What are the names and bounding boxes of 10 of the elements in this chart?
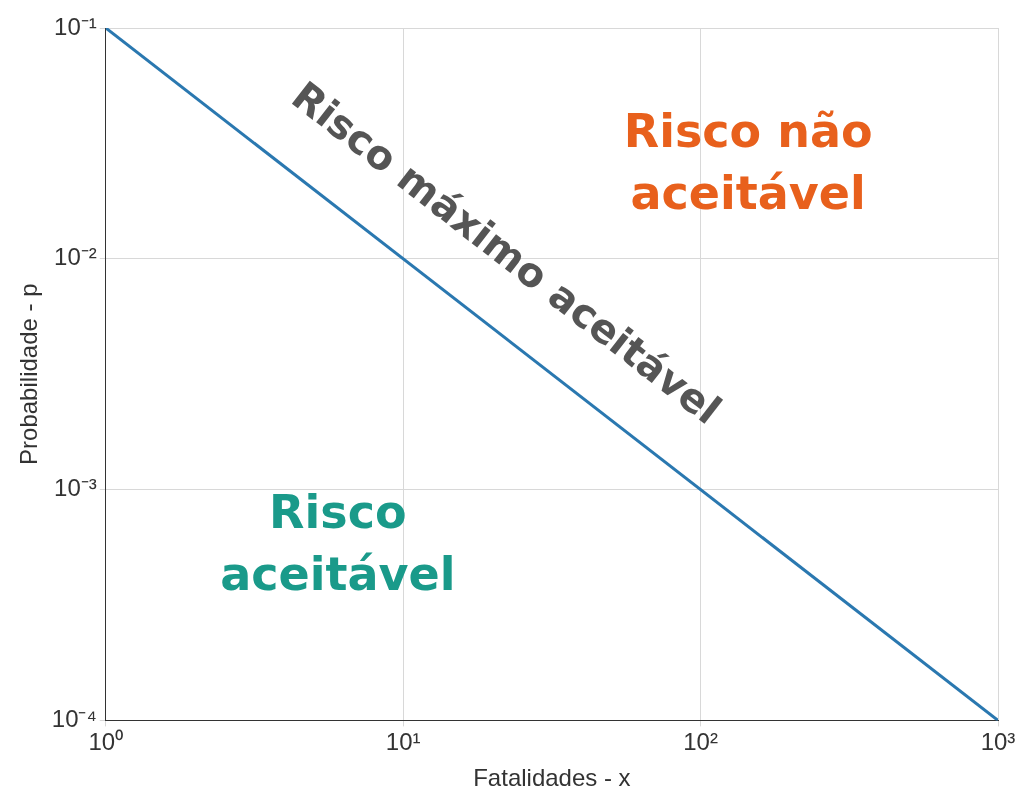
x-tick-label: 10³ [980, 728, 1016, 756]
y-axis-title: Probabilidade - p [15, 283, 43, 465]
annotation: Risco não aceitável [623, 104, 873, 221]
annotation: Risco aceitável [220, 485, 456, 602]
x-axis-title: Fatalidades - x [473, 764, 631, 792]
x-tick-label: 10¹ [385, 728, 421, 756]
x-tick-label: 10² [683, 728, 718, 756]
y-tick-label: 10⁻² [54, 243, 97, 271]
y-tick-label: 10⁻³ [54, 474, 97, 502]
y-tick-label: 10⁻¹ [54, 12, 97, 40]
